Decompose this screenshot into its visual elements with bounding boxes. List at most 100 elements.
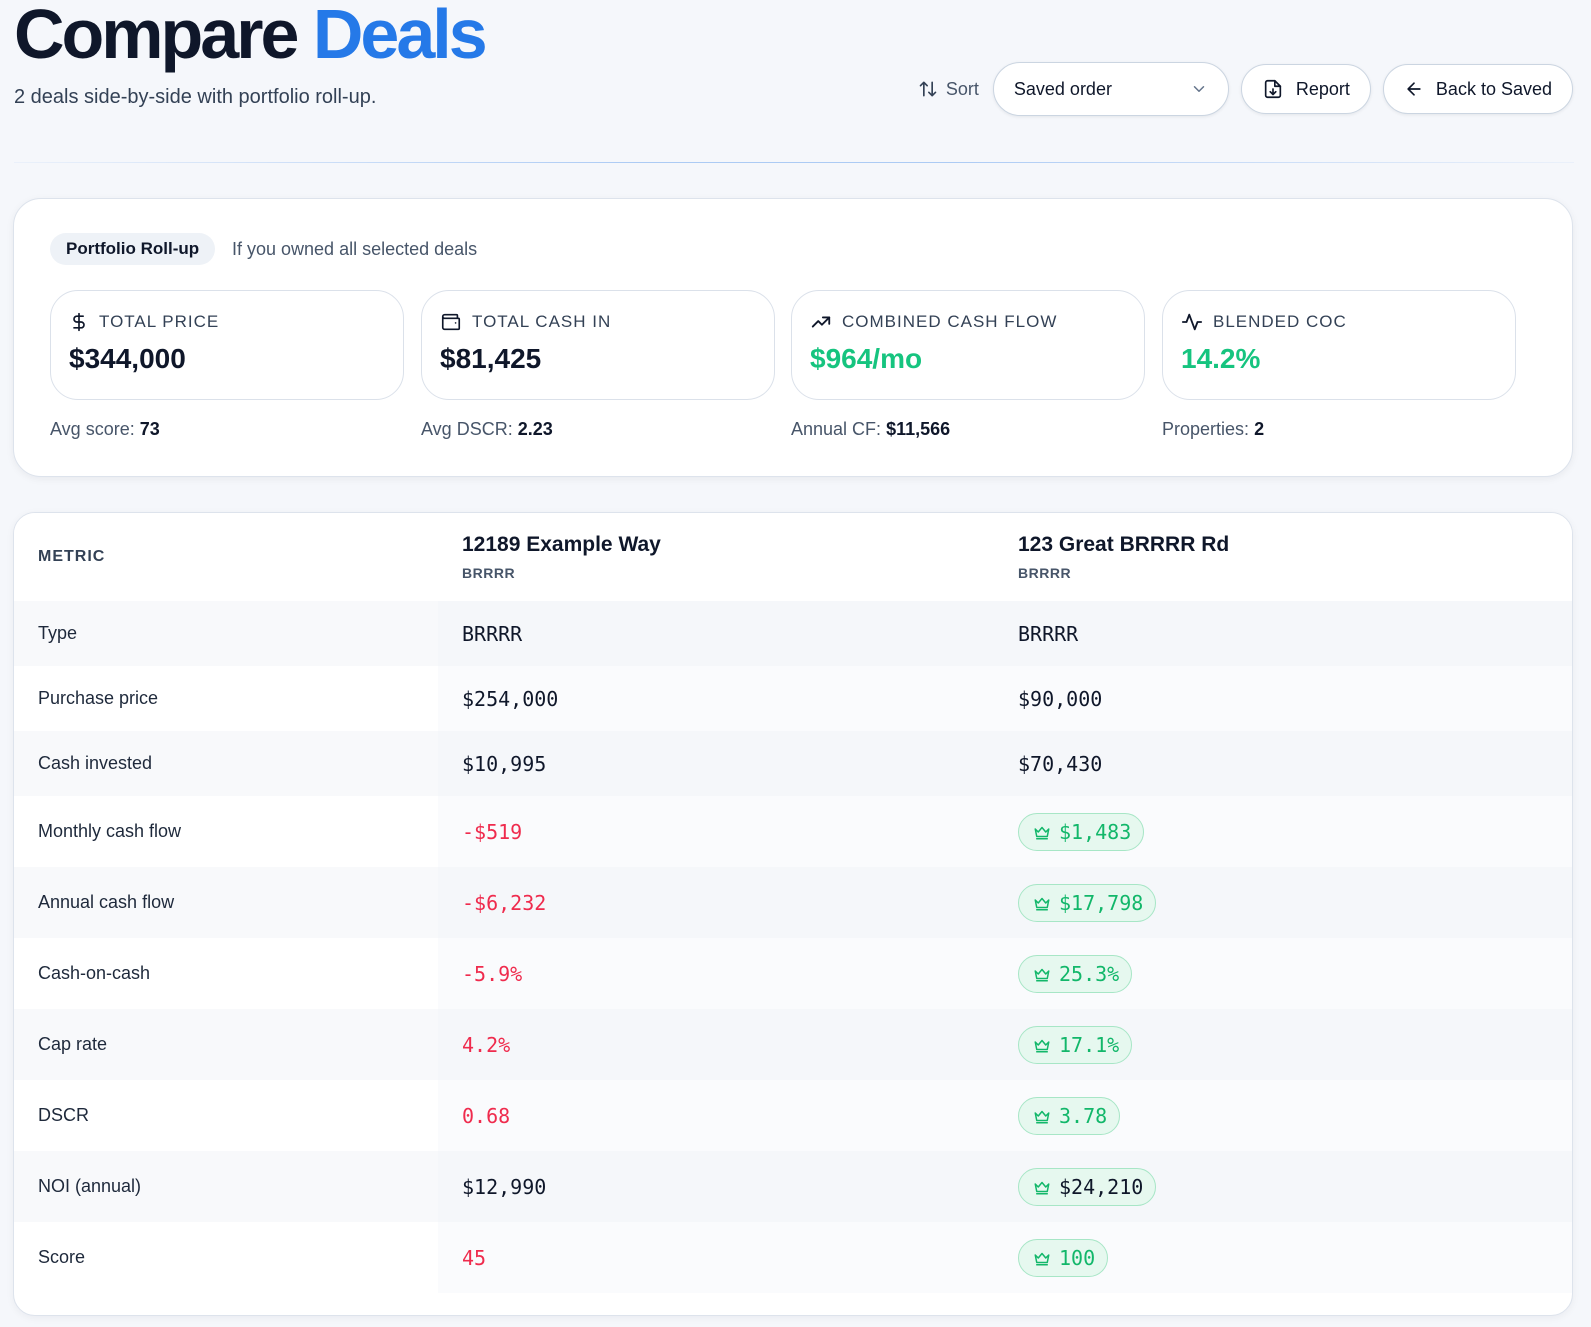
sort-label: Sort (918, 79, 979, 100)
toolbar: Sort Saved order Report Back to Saved (918, 62, 1573, 116)
deal-value: -$519 (462, 819, 523, 844)
table-header-row: METRIC 12189 Example Way BRRRR 123 Great… (14, 513, 1572, 601)
arrow-left-icon (1404, 79, 1424, 99)
wallet-icon (440, 311, 462, 333)
metric-label: NOI (annual) (38, 1176, 142, 1196)
deal-value: $10,995 (462, 751, 547, 776)
deal-value-cell: 17.1% (994, 1009, 1572, 1080)
metric-label: DSCR (38, 1105, 90, 1125)
page-header: Compare Deals 2 deals side-by-side with … (0, 0, 1591, 170)
deal-value-cell: $254,000 (438, 666, 994, 731)
metric-cell: NOI (annual) (14, 1151, 438, 1222)
metric-label: Purchase price (38, 688, 159, 708)
metric-label: Annual cash flow (38, 892, 175, 912)
stat-footnote: Annual CF: $11,566 (791, 419, 950, 440)
table-row: Score 45 100 (14, 1222, 1572, 1293)
stat-label-text: COMBINED CASH FLOW (842, 312, 1058, 331)
stat-value: 14.2% (1181, 343, 1261, 374)
deal-value: BRRRR (1018, 621, 1079, 646)
metric-cell: Cap rate (14, 1009, 438, 1080)
stat-footnote-value: 73 (139, 419, 160, 439)
back-to-saved-label: Back to Saved (1435, 78, 1552, 99)
back-to-saved-button[interactable]: Back to Saved (1382, 64, 1573, 114)
deal-name: 123 Great BRRRR Rd (1018, 533, 1230, 556)
table-row: Purchase price $254,000 $90,000 (14, 666, 1572, 731)
portfolio-rollup-pill: Portfolio Roll-up (50, 233, 216, 265)
stat-card-total-cash-in: TOTAL CASH IN $81,425 (421, 290, 775, 400)
metric-label: Cap rate (38, 1034, 108, 1054)
deal-column-header: 12189 Example Way BRRRR (438, 513, 994, 601)
crown-icon (1033, 894, 1051, 912)
deal-type: BRRRR (1018, 565, 1072, 581)
deal-value: $12,990 (462, 1174, 547, 1199)
table-row: DSCR 0.68 3.78 (14, 1080, 1572, 1151)
sort-label-text: Sort (945, 78, 979, 99)
metric-label: Cash-on-cash (38, 963, 151, 983)
deal-value: $254,000 (462, 686, 559, 711)
stat-footnote: Properties: 2 (1162, 419, 1264, 440)
stat-footnote-label: Properties: (1162, 419, 1250, 439)
deal-value: 0.68 (462, 1103, 511, 1128)
file-download-icon (1262, 78, 1284, 100)
stat-footnote-label: Avg DSCR: (421, 419, 513, 439)
winner-badge: 100 (1018, 1238, 1109, 1277)
deal-name: 12189 Example Way (462, 533, 661, 556)
winner-badge: $24,210 (1018, 1167, 1157, 1206)
activity-icon (1181, 311, 1203, 333)
deal-value-cell: BRRRR (994, 601, 1572, 666)
crown-icon (1033, 1178, 1051, 1196)
deal-value: $90,000 (1018, 686, 1103, 711)
chevron-down-icon (1190, 80, 1208, 98)
deal-value-cell: -$6,232 (438, 867, 994, 938)
crown-icon (1033, 823, 1051, 841)
table-row: Annual cash flow -$6,232 $17,798 (14, 867, 1572, 938)
table-row: NOI (annual) $12,990 $24,210 (14, 1151, 1572, 1222)
report-button[interactable]: Report (1240, 64, 1371, 114)
stat-label: BLENDED COC (1181, 311, 1347, 333)
stat-footnote-value: $11,566 (886, 419, 951, 439)
sort-arrows-icon (918, 79, 938, 99)
deal-value: 25.3% (1059, 961, 1120, 986)
deal-value: 3.78 (1059, 1103, 1108, 1128)
page-title-main: Compare (14, 0, 299, 73)
comparison-table-container: METRIC 12189 Example Way BRRRR 123 Great… (13, 512, 1573, 1316)
metric-cell: Cash invested (14, 731, 438, 796)
winner-badge: $1,483 (1018, 812, 1145, 851)
table-row: Monthly cash flow -$519 $1,483 (14, 796, 1572, 867)
deal-value-cell: -$519 (438, 796, 994, 867)
stat-label: COMBINED CASH FLOW (810, 311, 1057, 333)
deal-value: -5.9% (462, 961, 523, 986)
sort-select[interactable]: Saved order (992, 62, 1229, 116)
stat-footnote-value: 2.23 (517, 419, 553, 439)
table-row: Cap rate 4.2% 17.1% (14, 1009, 1572, 1080)
crown-icon (1033, 1036, 1051, 1054)
stat-label-text: TOTAL CASH IN (472, 312, 612, 331)
metric-label: Type (38, 623, 78, 643)
metric-cell: Purchase price (14, 666, 438, 731)
table-row: Cash invested $10,995 $70,430 (14, 731, 1572, 796)
stat-label: TOTAL CASH IN (440, 311, 611, 333)
deal-value-cell: $1,483 (994, 796, 1572, 867)
stat-card-blended-coc: BLENDED COC 14.2% (1162, 290, 1516, 400)
deal-value-cell: 0.68 (438, 1080, 994, 1151)
deal-column-header: 123 Great BRRRR Rd BRRRR (994, 513, 1572, 601)
stat-label-text: TOTAL PRICE (99, 312, 220, 331)
deal-value: 17.1% (1059, 1032, 1120, 1057)
deal-value: $24,210 (1059, 1174, 1144, 1199)
winner-badge: $17,798 (1018, 883, 1157, 922)
deal-value-cell: $12,990 (438, 1151, 994, 1222)
table-row: Cash-on-cash -5.9% 25.3% (14, 938, 1572, 1009)
deal-value-cell: $70,430 (994, 731, 1572, 796)
metric-cell: Annual cash flow (14, 867, 438, 938)
metric-column-header: METRIC (14, 513, 438, 601)
stat-value: $964/mo (810, 343, 923, 374)
deal-value: BRRRR (462, 621, 523, 646)
portfolio-rollup-description: If you owned all selected deals (232, 239, 478, 259)
deal-value: $1,483 (1059, 819, 1132, 844)
page-subtitle: 2 deals side-by-side with portfolio roll… (14, 86, 377, 108)
portfolio-rollup-card: Portfolio Roll-up If you owned all selec… (13, 198, 1573, 477)
comparison-table: METRIC 12189 Example Way BRRRR 123 Great… (14, 513, 1572, 1293)
winner-badge: 17.1% (1018, 1025, 1133, 1064)
deal-value-cell: 100 (994, 1222, 1572, 1293)
deal-value-cell: $10,995 (438, 731, 994, 796)
